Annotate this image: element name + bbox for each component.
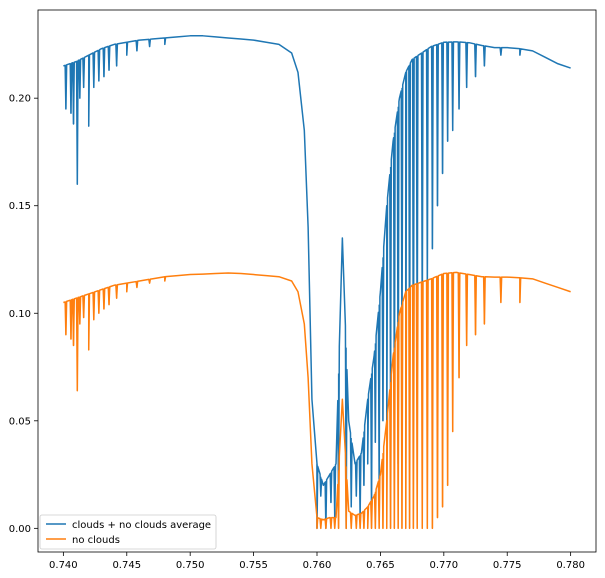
legend-label-no-clouds: no clouds <box>72 535 120 546</box>
y-tick-label: 0.15 <box>9 201 31 212</box>
x-tick-label: 0.760 <box>303 560 332 571</box>
legend: clouds + no clouds average no clouds <box>39 514 217 550</box>
x-tick-label: 0.775 <box>493 560 522 571</box>
y-tick-label: 0.05 <box>9 416 31 427</box>
x-tick-label: 0.750 <box>176 560 205 571</box>
x-axis: 0.740 0.745 0.750 0.755 0.760 0.765 0.770 0.775… <box>49 552 585 571</box>
series-no-clouds <box>63 271 571 530</box>
series-layer <box>63 35 571 530</box>
x-tick-label: 0.770 <box>429 560 458 571</box>
legend-box <box>39 514 217 550</box>
x-tick-label: 0.745 <box>112 560 141 571</box>
legend-label-clouds-average: clouds + no clouds average <box>72 520 211 531</box>
y-tick-label: 0.00 <box>9 524 31 535</box>
x-tick-label: 0.780 <box>556 560 585 571</box>
y-tick-label: 0.10 <box>9 309 31 320</box>
x-tick-label: 0.740 <box>49 560 78 571</box>
x-tick-label: 0.755 <box>239 560 268 571</box>
y-axis: 0.00 0.05 0.10 0.15 0.20 <box>9 94 38 535</box>
y-tick-label: 0.20 <box>9 94 31 105</box>
x-tick-label: 0.765 <box>366 560 395 571</box>
